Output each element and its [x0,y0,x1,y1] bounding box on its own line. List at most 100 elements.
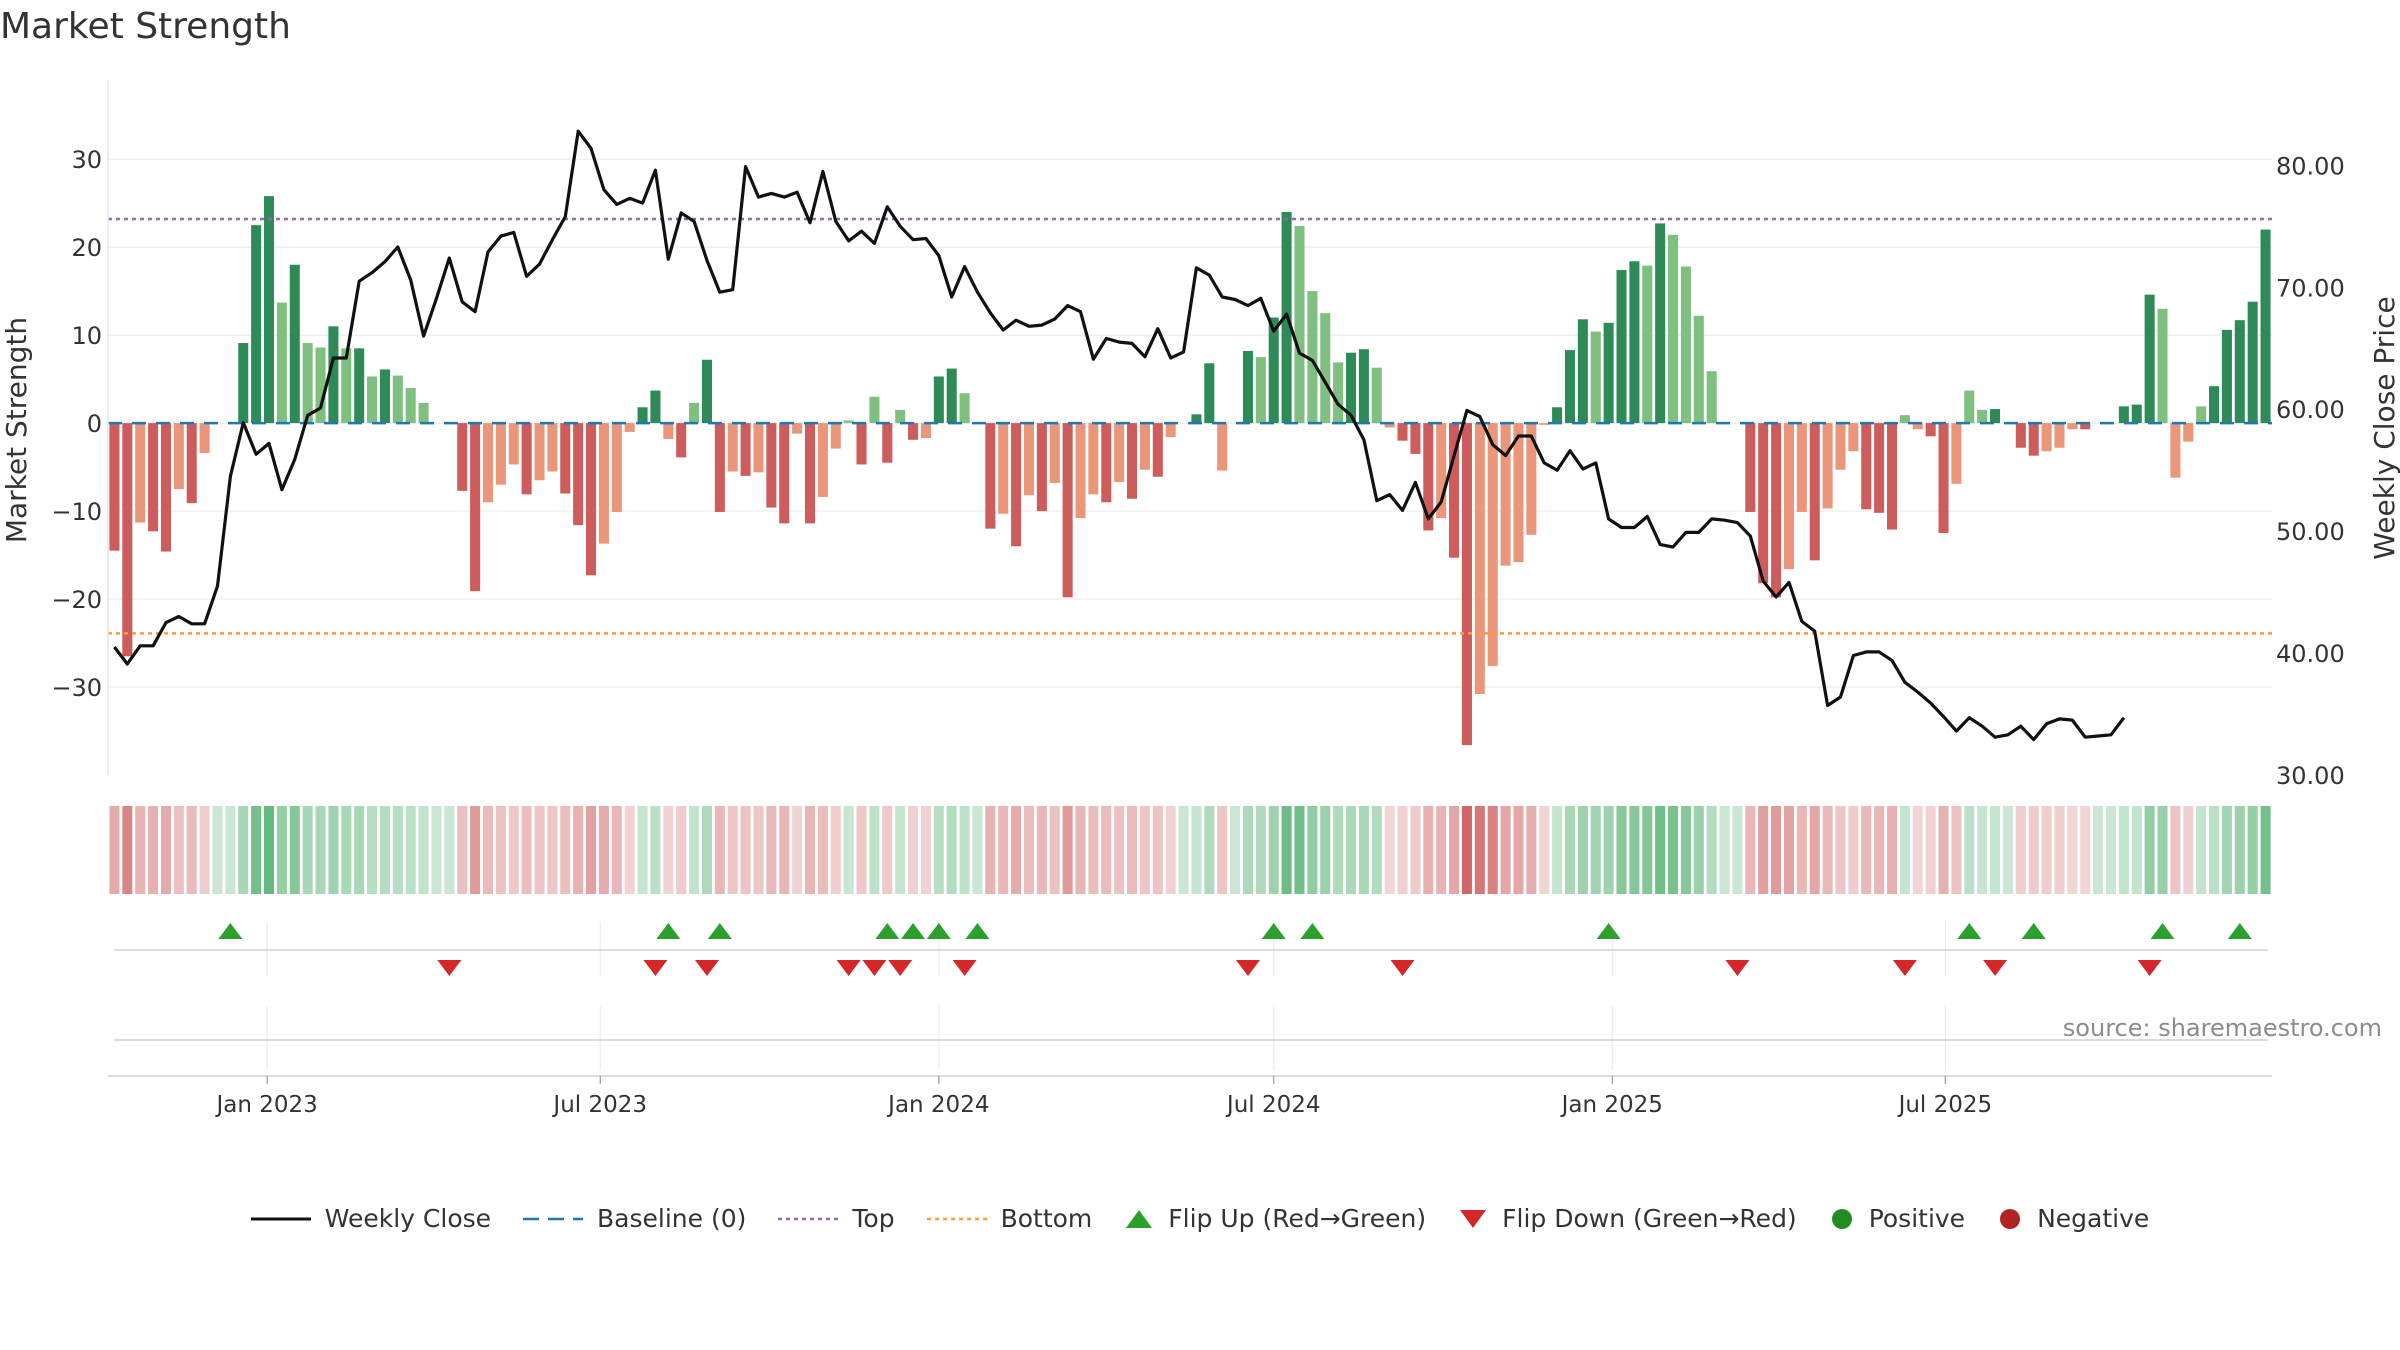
legend-label-bottom: Bottom [1000,1204,1093,1233]
heat-strip-cell [1629,806,1640,894]
strength-bar [753,423,764,473]
strength-bar [573,423,584,526]
heat-strip-cell [508,806,519,894]
flip-down-marker [1725,960,1750,976]
strength-bar [251,225,262,424]
strength-bar [1139,423,1150,470]
heat-strip-cell [2080,806,2091,894]
heat-strip-cell [856,806,867,894]
strength-bar [2067,423,2078,430]
strength-bar [895,409,906,424]
strength-bar [495,423,506,485]
strength-bar [714,423,725,512]
strength-bar [869,396,880,424]
heat-strip-cell [1088,806,1099,894]
heat-strip-cell [1242,806,1253,894]
strength-bar [405,387,416,424]
heat-strip-cell [1706,806,1717,894]
y-tick-label: −10 [51,498,102,526]
strength-bar [1036,423,1047,512]
legend-dotted-swatch [778,1217,839,1220]
heat-strip-cell [2093,806,2104,894]
strength-bar [2054,423,2065,448]
heat-strip-cell [611,806,622,894]
heat-strip-cell [1951,806,1962,894]
heat-strip-cell [1423,806,1434,894]
strength-bar [148,423,159,532]
x-tick-label: Jul 2024 [1225,1092,1321,1118]
heat-strip-cell [1139,806,1150,894]
heat-strip-cell [1564,806,1576,894]
heat-strip-cell [1771,806,1782,894]
heat-strip-cell [1655,806,1666,894]
strength-bar [985,423,996,529]
flip-down-marker [836,960,861,976]
strength-bar [701,359,712,424]
heat-strip-cell [908,806,919,894]
y-axis-title: Market Strength [0,317,33,543]
heat-strip-cell [2041,806,2052,894]
strength-bar [1629,261,1640,424]
strength-bar [1023,423,1035,496]
heat-strip-cell [779,806,790,894]
heat-strip-cell [1603,806,1614,894]
legend-item-top: Top [778,1204,895,1233]
heat-strip-cell [1487,806,1498,894]
legend-label-flip-up: Flip Up (Red→Green) [1168,1204,1427,1233]
legend-dotted-swatch [926,1217,987,1220]
strength-bar [1088,423,1099,495]
heat-strip-cell [418,806,429,894]
strength-bar [663,423,674,439]
flip-up-marker [901,923,926,939]
heat-strip-cell [959,806,970,894]
strength-bar [727,423,738,472]
strength-bar [637,407,648,424]
strength-bar [1423,423,1434,531]
strength-bar [676,423,687,458]
strength-bar [779,423,790,524]
axis-layer: −30 −20 −10 0 10 20 30 30.00 40.00 50.00 60.00 70.0… [0,80,2400,1118]
legend-item-flip-down: Flip Down (Green→Red) [1458,1204,1797,1233]
heat-strip-cell [1758,806,1769,894]
heat-strip-cell [1127,806,1138,894]
price-layer [113,129,2126,742]
strength-bar [302,343,313,424]
legend: Weekly Close Baseline (0) Top Bottom Fli… [0,1204,2400,1233]
strength-bar [122,423,133,657]
heat-strip-cell [1268,806,1279,894]
strength-bar [689,402,700,424]
y-tick-label: 20 [71,234,102,262]
strength-bar [1461,423,1472,746]
strength-bar [521,423,532,495]
heat-strip-cell [392,806,403,894]
strength-bar [560,423,571,494]
strength-bar [1204,363,1215,424]
strength-bar [1345,352,1357,424]
strength-bar [611,423,622,512]
y-tick-label: −30 [51,674,102,702]
legend-label-negative: Negative [2037,1204,2150,1233]
strength-bar [1848,423,1859,452]
strength-bar [547,423,558,472]
strength-bar [367,376,378,424]
flip-down-marker [1892,960,1917,976]
heat-strip-cell [2144,806,2155,894]
flip-up-marker [965,923,990,939]
legend-item-bottom: Bottom [926,1204,1093,1233]
green-dot-icon [1831,1208,1852,1229]
heat-strip-cell [225,806,236,894]
heat-strip-cell [1204,806,1215,894]
strength-bar [1320,313,1331,424]
flip-up-marker [656,923,681,939]
strength-heat-strip [109,806,2271,894]
strength-bar [792,423,803,434]
heat-strip-cell [2221,806,2232,894]
y-right-axis-title: Weekly Close Price [2368,296,2400,559]
strength-bar [354,348,365,424]
heat-strip-cell [122,806,133,894]
strength-bar [1333,362,1344,424]
strength-bar [1255,357,1266,424]
heat-strip-cell [1062,806,1073,894]
strength-bar [2131,404,2142,424]
y-tick-label: 10 [71,322,102,350]
